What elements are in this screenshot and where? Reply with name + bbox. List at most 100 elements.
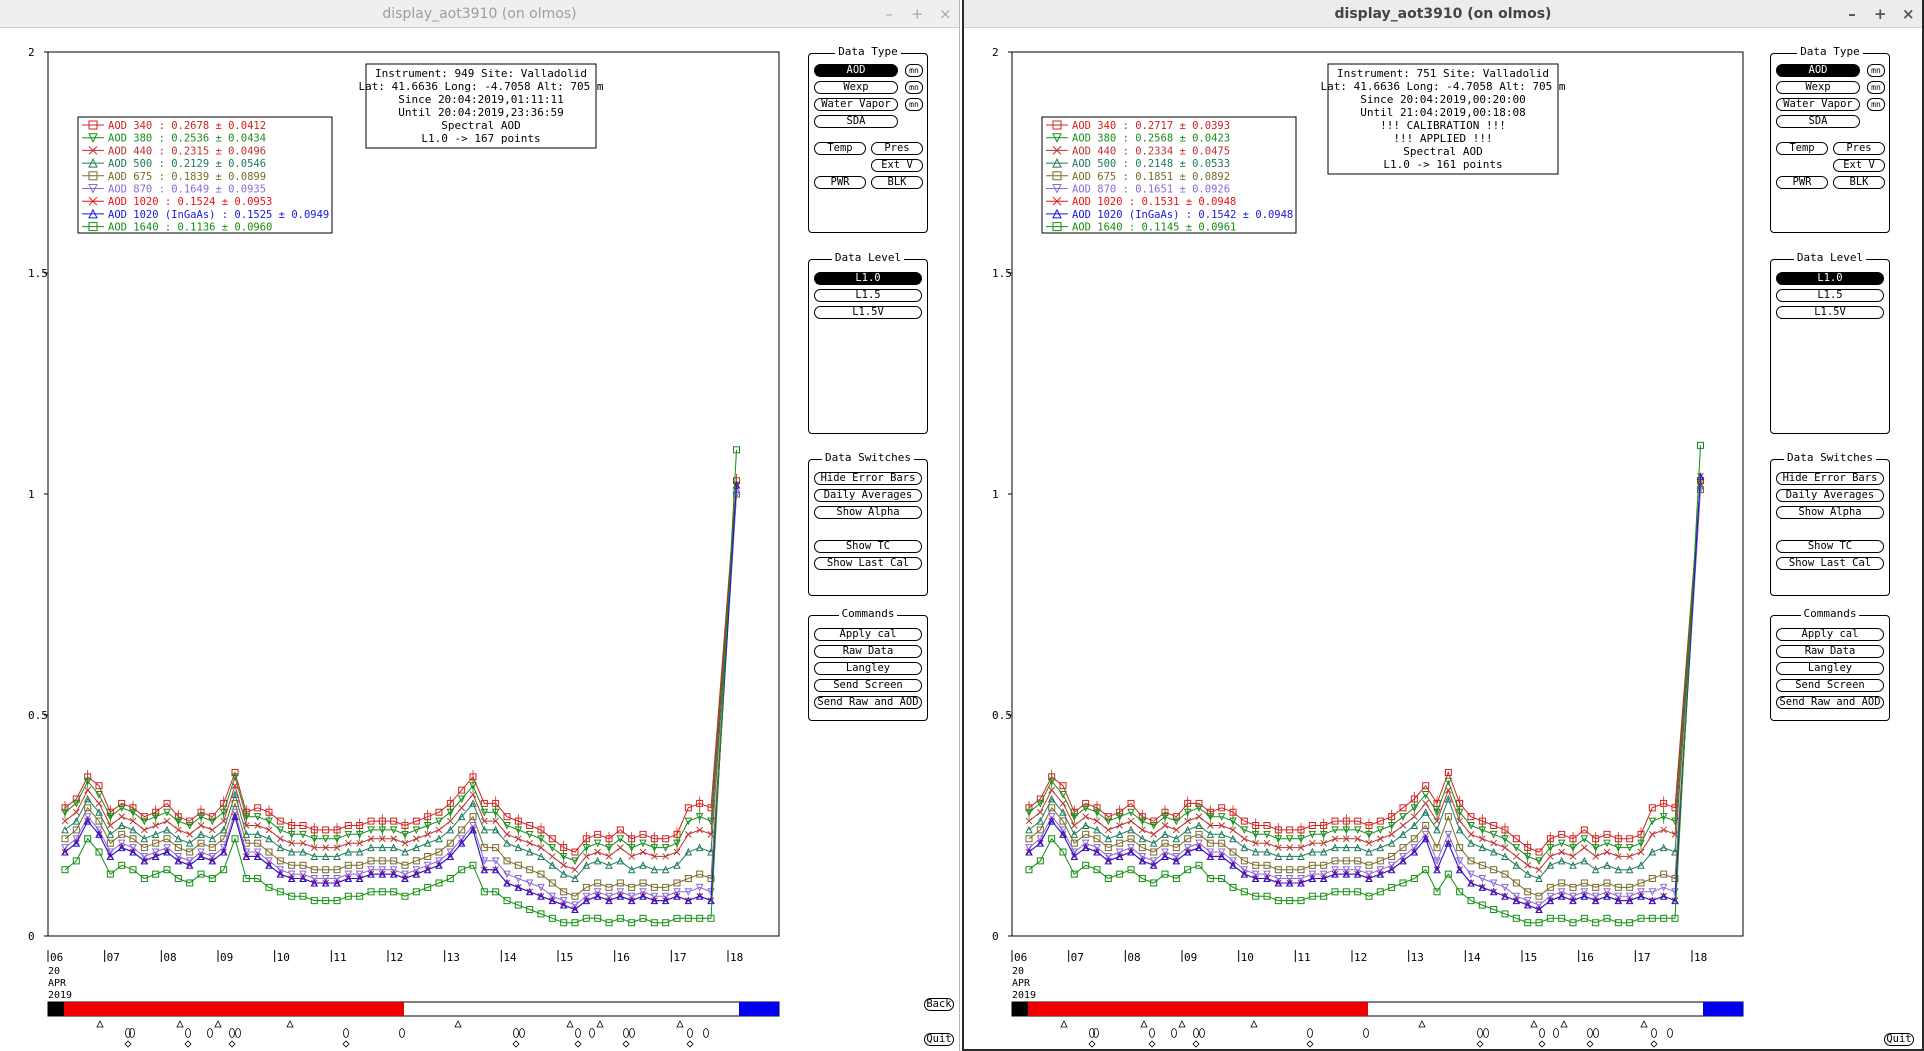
data-point — [390, 888, 398, 896]
window-titlebar[interactable]: display_aot3910 (on olmos) – + × — [964, 0, 1922, 28]
timeline-marker — [1483, 1028, 1489, 1038]
temp-button[interactable]: Temp — [814, 142, 866, 155]
data-point — [673, 848, 681, 856]
raw-data-button[interactable]: Raw Data — [814, 645, 922, 658]
window-titlebar[interactable]: display_aot3910 (on olmos) – + × — [0, 0, 959, 28]
blk-button[interactable]: BLK — [871, 176, 923, 189]
info-box — [1327, 63, 1559, 175]
langley-button[interactable]: Langley — [814, 662, 922, 675]
raw-data-button[interactable]: Raw Data — [1776, 645, 1884, 658]
daily-averages-button[interactable]: Daily Averages — [814, 489, 922, 502]
daily-averages-button[interactable]: Daily Averages — [1776, 489, 1884, 502]
legend-marker — [1052, 208, 1062, 219]
close-icon[interactable]: × — [939, 5, 952, 23]
minimize-icon[interactable]: – — [885, 5, 893, 23]
data-point — [1116, 839, 1124, 847]
pres-button[interactable]: Pres — [1833, 142, 1885, 155]
show-tc-button[interactable]: Show TC — [1776, 540, 1884, 553]
pwr-button[interactable]: PWR — [1776, 176, 1828, 189]
maximize-icon[interactable]: + — [1874, 5, 1887, 23]
water-vapor-button[interactable]: Water Vapor — [814, 98, 898, 111]
data-point — [650, 892, 659, 901]
data-point — [435, 817, 443, 826]
show-alpha-button[interactable]: Show Alpha — [814, 506, 922, 519]
level-l1-0[interactable]: L1.0 — [1776, 272, 1884, 285]
wexp-mn-button[interactable]: mn — [1867, 81, 1885, 94]
level-l1-5[interactable]: L1.5 — [1776, 289, 1884, 302]
x-tick-label: 07 — [1071, 951, 1084, 964]
show-alpha-button[interactable]: Show Alpha — [1776, 506, 1884, 519]
data-point — [1297, 897, 1305, 905]
pres-button[interactable]: Pres — [871, 142, 923, 155]
show-last-cal-button[interactable]: Show Last Cal — [814, 557, 922, 570]
send-raw-and-aod-button[interactable]: Send Raw and AOD — [1776, 696, 1884, 709]
ext-v-button[interactable]: Ext V — [871, 159, 923, 172]
data-point — [1354, 888, 1362, 896]
apply-cal-button[interactable]: Apply cal — [814, 628, 922, 641]
data-point — [61, 844, 69, 852]
data-point — [639, 848, 647, 856]
data-point — [1127, 799, 1135, 807]
water-vapor-mn-button[interactable]: mn — [1867, 98, 1885, 111]
data-point — [1263, 861, 1271, 869]
data-point — [548, 844, 557, 852]
show-tc-button[interactable]: Show TC — [814, 540, 922, 553]
data-point — [412, 888, 420, 896]
data-point — [1206, 830, 1215, 838]
hide-error-bars-button[interactable]: Hide Error Bars — [1776, 472, 1884, 485]
water-vapor-mn-button[interactable]: mn — [905, 98, 923, 111]
quit-button[interactable]: Quit — [924, 1033, 954, 1046]
sda-button[interactable]: SDA — [1776, 115, 1860, 128]
legend-marker — [88, 120, 98, 130]
maximize-icon[interactable]: + — [911, 5, 924, 23]
aod-mn-button[interactable]: mn — [1867, 64, 1885, 77]
aod-mn-button[interactable]: mn — [905, 64, 923, 77]
hide-error-bars-button[interactable]: Hide Error Bars — [814, 472, 922, 485]
aod-button[interactable]: AOD — [1776, 64, 1860, 77]
wexp-button[interactable]: Wexp — [814, 81, 898, 94]
data-point — [1138, 834, 1147, 843]
level-l1-0[interactable]: L1.0 — [814, 272, 922, 285]
blk-button[interactable]: BLK — [1833, 176, 1885, 189]
data-point — [1444, 870, 1452, 878]
data-point — [1161, 839, 1169, 847]
timeline-marker — [629, 1028, 635, 1038]
x-tick-label: 16 — [617, 951, 630, 964]
send-raw-and-aod-button[interactable]: Send Raw and AOD — [814, 696, 922, 709]
y-tick-label: 1.5 — [28, 267, 48, 280]
data-point — [1308, 839, 1316, 847]
quit-button[interactable]: Quit — [1884, 1033, 1914, 1046]
ext-v-button[interactable]: Ext V — [1833, 159, 1885, 172]
level-l1-5[interactable]: L1.5 — [814, 289, 922, 302]
water-vapor-button[interactable]: Water Vapor — [1776, 98, 1860, 111]
aod-button[interactable]: AOD — [814, 64, 898, 77]
data-point — [220, 866, 228, 874]
temp-button[interactable]: Temp — [1776, 142, 1828, 155]
sda-button[interactable]: SDA — [814, 115, 898, 128]
data-switches-panel: Data Switches Hide Error Bars Daily Averag… — [1770, 451, 1890, 596]
show-last-cal-button[interactable]: Show Last Cal — [1776, 557, 1884, 570]
wexp-button[interactable]: Wexp — [1776, 81, 1860, 94]
level-l1-5v[interactable]: L1.5V — [1776, 306, 1884, 319]
data-point — [163, 817, 171, 825]
wexp-mn-button[interactable]: mn — [905, 81, 923, 94]
data-point — [1240, 835, 1248, 843]
apply-cal-button[interactable]: Apply cal — [1776, 628, 1884, 641]
data-point — [1070, 839, 1078, 847]
data-point — [1319, 847, 1328, 856]
send-screen-button[interactable]: Send Screen — [1776, 679, 1884, 692]
send-screen-button[interactable]: Send Screen — [814, 679, 922, 692]
minimize-icon[interactable]: – — [1848, 5, 1856, 23]
level-l1-5v[interactable]: L1.5V — [814, 306, 922, 319]
x-tick-label: 10 — [1241, 951, 1254, 964]
data-point — [1195, 804, 1203, 812]
langley-button[interactable]: Langley — [1776, 662, 1884, 675]
data-point — [1376, 843, 1385, 852]
x-tick-label: 17 — [1637, 951, 1650, 964]
data-point — [1569, 861, 1577, 869]
close-icon[interactable]: × — [1902, 5, 1915, 23]
data-point — [1603, 848, 1611, 856]
back-button[interactable]: Back — [924, 998, 954, 1011]
pwr-button[interactable]: PWR — [814, 176, 866, 189]
data-point — [593, 892, 602, 900]
